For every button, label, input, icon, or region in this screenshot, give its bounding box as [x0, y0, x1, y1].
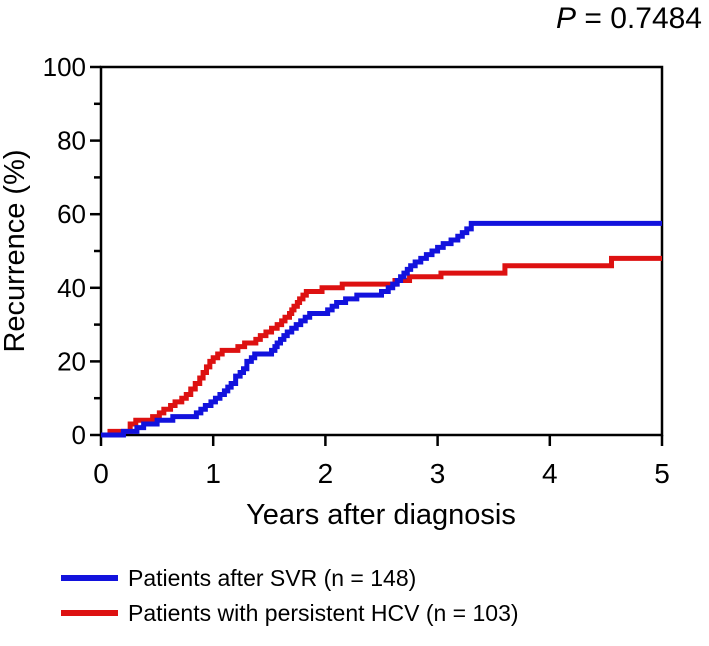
x-tick-label: 5 — [654, 458, 670, 489]
x-axis-title: Years after diagnosis — [246, 499, 516, 531]
x-tick-label: 2 — [318, 458, 334, 489]
p-value-symbol: P — [556, 2, 577, 35]
x-axis-ticks: 0 1 2 3 4 5 — [93, 435, 670, 489]
survival-curve-hcv — [101, 255, 662, 438]
y-tick-label: 20 — [57, 346, 86, 376]
y-tick-label: 100 — [43, 52, 86, 82]
recurrence-chart: 0 20 40 60 80 100 0 1 2 3 4 5 Years after diagnosi… — [0, 52, 670, 531]
legend-label-hcv: Patients with persistent HCV (n = 103) — [128, 600, 519, 626]
p-value: P = 0.7484 — [556, 2, 702, 36]
x-tick-label: 4 — [542, 458, 558, 489]
legend-item-hcv: Patients with persistent HCV (n = 103) — [61, 601, 519, 625]
y-tick-label: 80 — [57, 126, 86, 156]
x-tick-label: 3 — [430, 458, 446, 489]
curves — [101, 220, 662, 438]
legend-item-svr: Patients after SVR (n = 148) — [61, 566, 519, 590]
y-tick-label: 40 — [57, 273, 86, 303]
survival-curve-svr — [101, 220, 662, 438]
legend-line-sample-hcv — [61, 610, 118, 616]
legend-label-svr: Patients after SVR (n = 148) — [128, 565, 417, 591]
x-tick-label: 0 — [93, 458, 109, 489]
x-tick-label: 1 — [205, 458, 221, 489]
legend: Patients after SVR (n = 148) Patients wi… — [61, 566, 519, 625]
plot-frame — [99, 65, 664, 437]
y-axis-title: Recurrence (%) — [0, 149, 31, 352]
y-tick-label: 0 — [72, 420, 86, 450]
y-axis-ticks: 0 20 40 60 80 100 — [43, 52, 101, 450]
legend-line-sample-svr — [61, 575, 118, 581]
p-value-text: = 0.7484 — [576, 2, 702, 35]
y-tick-label: 60 — [57, 199, 86, 229]
